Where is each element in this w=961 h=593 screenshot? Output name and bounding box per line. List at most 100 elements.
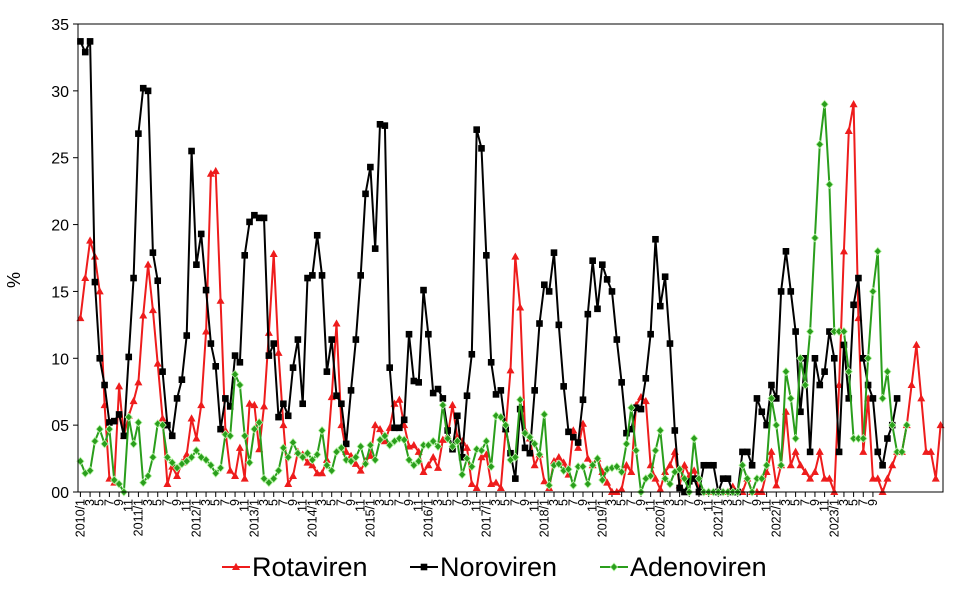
- noroviren-point: [521, 444, 529, 452]
- rotaviren-point: [878, 487, 887, 495]
- y-tick-label: 05: [51, 418, 69, 435]
- rotaviren-point: [438, 435, 447, 443]
- noroviren-point: [589, 257, 596, 264]
- rotaviren-point: [767, 447, 776, 455]
- noroviren-point: [202, 286, 210, 294]
- noroviren-point: [758, 408, 766, 416]
- adenoviren-point: [230, 369, 240, 379]
- x-tick-label: 11: [818, 499, 832, 512]
- rotaviren-point: [289, 471, 298, 479]
- noroviren-point: [386, 364, 393, 371]
- noroviren-point: [86, 38, 94, 45]
- rotaviren-point: [182, 450, 191, 458]
- noroviren-point: [893, 395, 901, 402]
- rotaviren-point: [516, 303, 525, 311]
- y-axis-title: %: [4, 272, 24, 288]
- rotaviren-point: [612, 487, 621, 495]
- x-tick-label: 5: [325, 499, 339, 506]
- noroviren-point: [574, 439, 582, 446]
- adenoviren-point: [897, 447, 907, 457]
- adenoviren-point: [458, 470, 467, 480]
- adenoviren-point: [868, 286, 878, 297]
- noroviren-point: [294, 336, 302, 343]
- adenoviren-point: [694, 474, 704, 484]
- x-tick-label: 9: [866, 499, 880, 506]
- adenoviren-point: [303, 448, 312, 458]
- rotaviren-point: [139, 311, 148, 319]
- x-tick-label: 3: [721, 499, 735, 506]
- noroviren-point: [241, 252, 249, 259]
- noroviren-point: [246, 218, 253, 226]
- noroviren-point: [801, 354, 809, 362]
- noroviren-point: [130, 274, 137, 282]
- rotaviren-point: [931, 474, 940, 482]
- noroviren-point: [874, 448, 882, 456]
- x-tick-label: 3: [779, 499, 793, 506]
- adenoviren-point: [675, 464, 684, 474]
- rotaviren-point: [409, 441, 418, 449]
- adenoviren-point: [487, 461, 496, 472]
- noroviren-point: [719, 475, 727, 482]
- rotaviren-point: [81, 273, 90, 282]
- rotaviren-point: [859, 447, 868, 455]
- rotaviren-point: [810, 467, 819, 475]
- adenoviren-point: [612, 461, 621, 472]
- x-tick-label: 3: [431, 499, 445, 506]
- adenoviren-point: [255, 417, 264, 428]
- x-tick-label: 9: [112, 499, 126, 506]
- x-tick-label: 7: [856, 499, 870, 506]
- x-tick-label: 11: [296, 499, 310, 512]
- noroviren-point: [410, 377, 418, 385]
- noroviren-point: [492, 391, 500, 398]
- adenoviren-point: [293, 448, 303, 458]
- adenoviren-point: [433, 441, 443, 452]
- x-tick-label: 7: [624, 499, 638, 506]
- x-tick-label: 5: [499, 499, 513, 506]
- rotaviren-point: [187, 414, 196, 422]
- adenoviren-point: [617, 467, 626, 477]
- noroviren-point: [855, 274, 862, 282]
- noroviren-point: [811, 354, 819, 362]
- adenoviren-point: [863, 353, 873, 363]
- adenoviren-point: [172, 463, 182, 473]
- noroviren-point: [579, 396, 587, 404]
- x-tick-label: 3: [315, 499, 329, 506]
- noroviren-point: [338, 400, 345, 408]
- adenoviren-point: [192, 445, 201, 456]
- y-tick-label: 10: [51, 351, 69, 368]
- noroviren-point: [367, 163, 374, 171]
- y-tick-label: 15: [51, 284, 69, 301]
- noroviren-point: [255, 214, 263, 222]
- adenoviren-point: [95, 424, 104, 434]
- adenoviren-point: [660, 474, 670, 484]
- plot-border: [77, 23, 944, 493]
- adenoviren-point: [588, 460, 597, 470]
- adenoviren-point: [235, 380, 245, 390]
- x-tick-label: 5: [93, 499, 107, 506]
- rotaviren-point: [467, 479, 476, 487]
- rotaviren-point: [356, 466, 365, 474]
- noroviren-point: [183, 332, 191, 339]
- legend-label: Adenoviren: [630, 552, 767, 582]
- adenoviren-point: [438, 400, 447, 410]
- y-tick-label: 35: [51, 17, 69, 34]
- x-tick-label: 5: [615, 499, 629, 506]
- noroviren-point: [821, 368, 828, 375]
- rotaviren-point: [144, 260, 153, 268]
- x-tick-label: 5: [441, 499, 455, 506]
- rotaviren-point: [926, 447, 935, 455]
- noroviren-point: [536, 320, 543, 327]
- x-tick-label: 2011/1: [131, 499, 145, 536]
- noroviren-point: [879, 461, 886, 469]
- adenoviren-point: [520, 428, 530, 438]
- rotaviren-point: [496, 483, 505, 491]
- adenoviren-point: [844, 367, 853, 377]
- noroviren-point: [792, 328, 799, 335]
- adenoviren-point: [385, 440, 394, 450]
- adenoviren-point: [143, 471, 153, 481]
- rotaviren-point: [757, 487, 766, 495]
- noroviren-point: [545, 288, 553, 295]
- adenoviren-point: [472, 444, 481, 454]
- adenoviren-line: [79, 103, 908, 493]
- noroviren-point: [724, 475, 732, 482]
